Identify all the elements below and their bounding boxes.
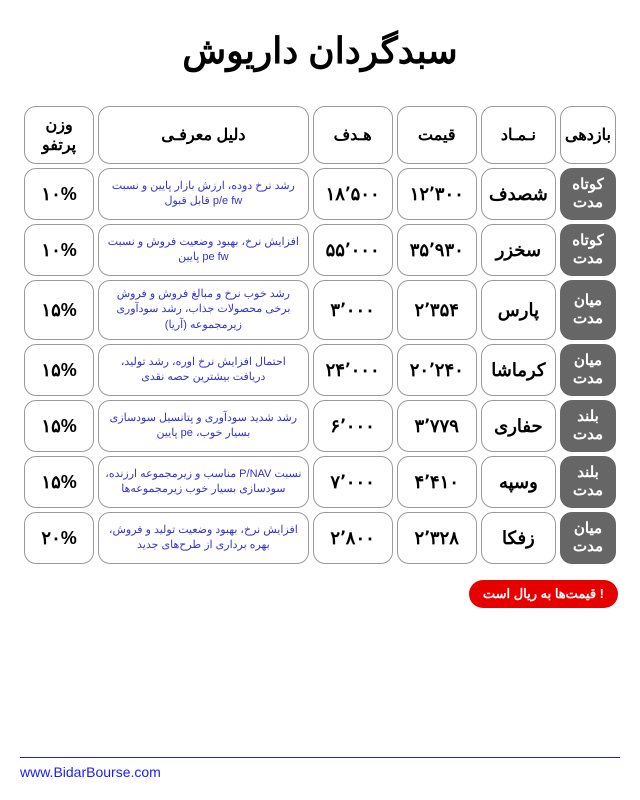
- cell-weight: ۲۰%: [24, 512, 94, 564]
- cell-target: ۲۴٬۰۰۰: [313, 344, 393, 396]
- footer-divider: [20, 757, 620, 758]
- table-row: بلند مدتحفاری۳٬۷۷۹۶٬۰۰۰رشد شدید سودآوری …: [24, 400, 616, 452]
- cell-price: ۱۲٬۳۰۰: [397, 168, 477, 220]
- cell-target: ۳٬۰۰۰: [313, 280, 393, 340]
- table-row: کوتاه مدتشصدف۱۲٬۳۰۰۱۸٬۵۰۰رشد نرخ دوده، ا…: [24, 168, 616, 220]
- cell-symbol: سخزر: [481, 224, 556, 276]
- cell-target: ۶٬۰۰۰: [313, 400, 393, 452]
- cell-target: ۵۵٬۰۰۰: [313, 224, 393, 276]
- cell-term: میان مدت: [560, 280, 616, 340]
- cell-term: بلند مدت: [560, 400, 616, 452]
- header-target: هـدف: [313, 106, 393, 164]
- cell-reason: نسبت P/NAV مناسب و زیرمجموعه ارزنده، سود…: [98, 456, 308, 508]
- cell-weight: ۱۵%: [24, 344, 94, 396]
- cell-reason: رشد نرخ دوده، ارزش بازار پایین و نسبت p/…: [98, 168, 308, 220]
- table-row: میان مدتزفکا۲٬۳۲۸۲٬۸۰۰افزایش نرخ، بهبود …: [24, 512, 616, 564]
- cell-target: ۱۸٬۵۰۰: [313, 168, 393, 220]
- cell-price: ۲۰٬۲۴۰: [397, 344, 477, 396]
- cell-weight: ۱۰%: [24, 224, 94, 276]
- footer-url: www.BidarBourse.com: [20, 764, 161, 780]
- cell-term: کوتاه مدت: [560, 168, 616, 220]
- header-price: قیمت: [397, 106, 477, 164]
- cell-symbol: شصدف: [481, 168, 556, 220]
- header-symbol: نـمـاد: [481, 106, 556, 164]
- cell-reason: افزایش نرخ، بهبود وضعیت تولید و فروش، به…: [98, 512, 308, 564]
- cell-price: ۲٬۳۲۸: [397, 512, 477, 564]
- table-row: بلند مدتوسپه۴٬۴۱۰۷٬۰۰۰نسبت P/NAV مناسب و…: [24, 456, 616, 508]
- cell-reason: احتمال افزایش نرخ اوره، رشد تولید، دریاف…: [98, 344, 308, 396]
- cell-price: ۲٬۳۵۴: [397, 280, 477, 340]
- cell-reason: رشد شدید سودآوری و پتانسیل سودسازی بسیار…: [98, 400, 308, 452]
- cell-reason: رشد خوب نرخ و مبالغ فروش و فروش برخی محص…: [98, 280, 308, 340]
- header-term: بازدهی: [560, 106, 616, 164]
- cell-weight: ۱۵%: [24, 456, 94, 508]
- cell-weight: ۱۵%: [24, 280, 94, 340]
- cell-term: بلند مدت: [560, 456, 616, 508]
- table-row: میان مدتکرماشا۲۰٬۲۴۰۲۴٬۰۰۰احتمال افزایش …: [24, 344, 616, 396]
- cell-weight: ۱۰%: [24, 168, 94, 220]
- cell-symbol: زفکا: [481, 512, 556, 564]
- cell-target: ۷٬۰۰۰: [313, 456, 393, 508]
- header-weight: وزن پرتفو: [24, 106, 94, 164]
- cell-symbol: حفاری: [481, 400, 556, 452]
- portfolio-table: بازدهی نـمـاد قیمت هـدف دلیل معرفـی وزن …: [20, 102, 620, 568]
- header-reason: دلیل معرفـی: [98, 106, 308, 164]
- cell-target: ۲٬۸۰۰: [313, 512, 393, 564]
- cell-symbol: وسپه: [481, 456, 556, 508]
- cell-term: میان مدت: [560, 512, 616, 564]
- table-row: کوتاه مدتسخزر۳۵٬۹۳۰۵۵٬۰۰۰افزایش نرخ، بهب…: [24, 224, 616, 276]
- cell-reason: افزایش نرخ، بهبود وضعیت فروش و نسبت pe f…: [98, 224, 308, 276]
- cell-term: کوتاه مدت: [560, 224, 616, 276]
- table-row: میان مدتپارس۲٬۳۵۴۳٬۰۰۰رشد خوب نرخ و مبال…: [24, 280, 616, 340]
- cell-price: ۴٬۴۱۰: [397, 456, 477, 508]
- cell-weight: ۱۵%: [24, 400, 94, 452]
- cell-price: ۳٬۷۷۹: [397, 400, 477, 452]
- page-title: سبدگردان داریوش: [20, 30, 620, 72]
- cell-symbol: پارس: [481, 280, 556, 340]
- cell-symbol: کرماشا: [481, 344, 556, 396]
- price-note-badge: ! قیمت‌ها به ریال است: [469, 580, 618, 608]
- cell-price: ۳۵٬۹۳۰: [397, 224, 477, 276]
- cell-term: میان مدت: [560, 344, 616, 396]
